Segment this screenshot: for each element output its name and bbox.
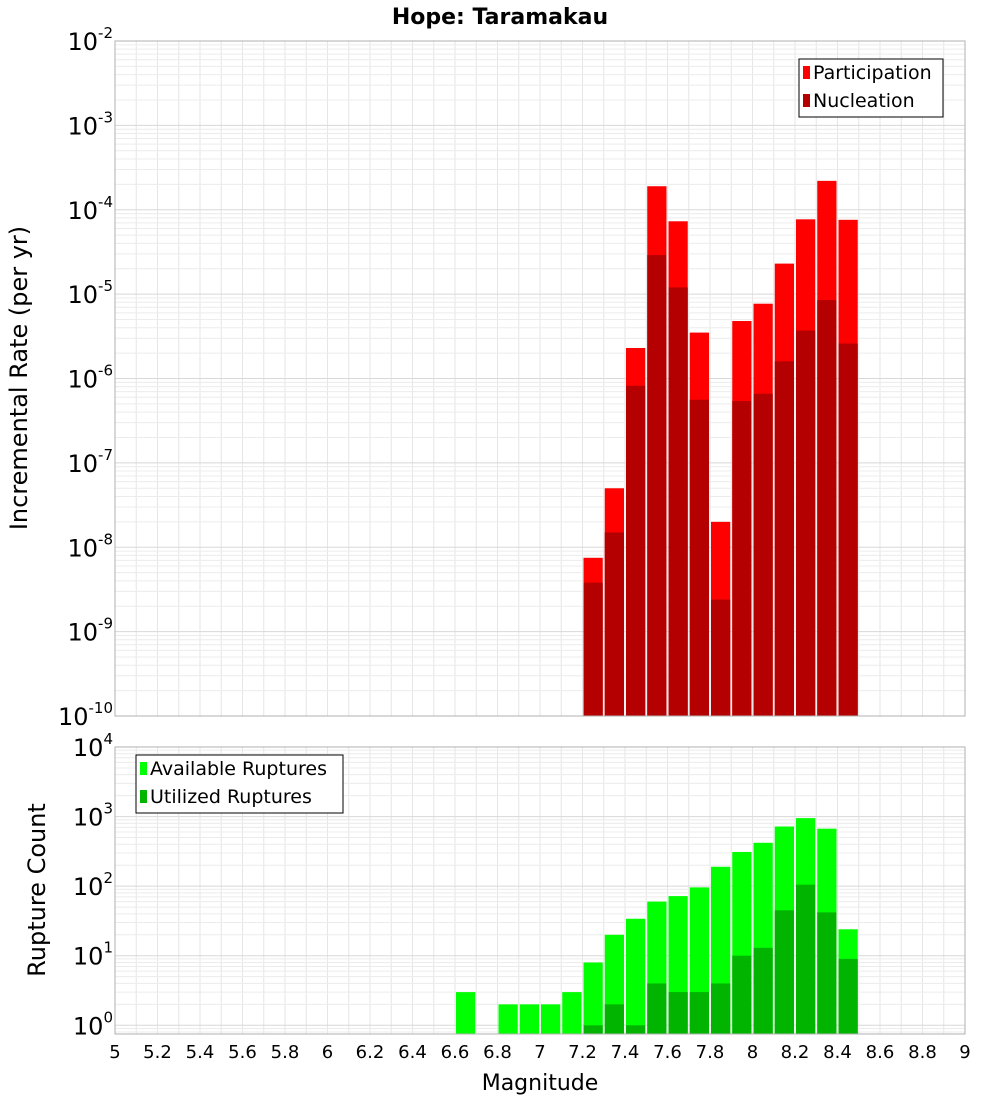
nucleation-bar xyxy=(668,287,688,716)
nucleation-bar xyxy=(583,582,603,716)
legend-label-participation: Participation xyxy=(813,62,932,84)
legend-swatch-participation xyxy=(803,66,810,79)
y-tick-label: 103 xyxy=(73,800,113,832)
nucleation-bar xyxy=(817,300,837,716)
y-tick-label: 10-5 xyxy=(67,277,113,309)
chart-title: Hope: Taramakau xyxy=(392,5,608,30)
y-tick-label: 10-4 xyxy=(67,193,113,225)
legend-box xyxy=(135,754,344,814)
legend-box xyxy=(798,58,944,118)
y-tick-label: 104 xyxy=(73,730,113,762)
x-axis-label: Magnitude xyxy=(482,1071,599,1096)
utilized-bar xyxy=(774,910,794,1034)
utilized-bar xyxy=(647,983,667,1034)
y-tick-label: 10-8 xyxy=(67,530,113,562)
utilized-bar xyxy=(753,947,773,1034)
available-bar xyxy=(519,1004,539,1034)
x-tick-label: 5.6 xyxy=(228,1042,257,1063)
x-tick-label: 5.2 xyxy=(143,1042,172,1063)
x-tick-label: 7.2 xyxy=(568,1042,597,1063)
y-tick-label: 10-6 xyxy=(67,362,113,394)
nucleation-bar xyxy=(732,401,752,716)
nucleation-bar xyxy=(689,399,709,716)
x-tick-label: 6.6 xyxy=(441,1042,470,1063)
x-tick-label: 6.8 xyxy=(483,1042,512,1063)
utilized-bar xyxy=(626,1025,646,1034)
plot-frame xyxy=(114,746,966,1035)
x-tick-label: 7.6 xyxy=(653,1042,682,1063)
x-tick-label: 6.4 xyxy=(398,1042,427,1063)
available-bar xyxy=(583,962,603,1034)
x-tick-label: 7 xyxy=(534,1042,545,1063)
plot-frame xyxy=(114,40,966,717)
nucleation-bar xyxy=(796,330,816,716)
nucleation-bar xyxy=(711,599,731,716)
x-tick-label: 8.6 xyxy=(866,1042,895,1063)
y-tick-label: 10-9 xyxy=(67,615,113,647)
y-tick-label: 10-3 xyxy=(67,108,113,140)
utilized-bar xyxy=(604,1004,624,1034)
nucleation-bar xyxy=(774,361,794,716)
x-tick-label: 5.4 xyxy=(186,1042,215,1063)
y-tick-label: 10-10 xyxy=(58,699,113,731)
x-tick-label: 8.2 xyxy=(781,1042,810,1063)
nucleation-bar xyxy=(647,255,667,716)
legend-swatch-utilized xyxy=(140,790,147,803)
available-bar xyxy=(456,992,476,1034)
y-tick-label: 102 xyxy=(73,869,113,901)
x-tick-label: 7.4 xyxy=(611,1042,640,1063)
x-tick-label: 8 xyxy=(747,1042,758,1063)
utilized-bar xyxy=(583,1025,603,1034)
legend-label-available: Available Ruptures xyxy=(150,758,327,780)
utilized-bar xyxy=(689,992,709,1034)
legend-swatch-nucleation xyxy=(803,94,810,107)
utilized-bar xyxy=(668,992,688,1034)
utilized-bar xyxy=(796,884,816,1034)
utilized-bar xyxy=(817,912,837,1034)
x-tick-label: 8.4 xyxy=(823,1042,852,1063)
y-tick-label: 101 xyxy=(73,939,113,971)
x-tick-label: 6.2 xyxy=(356,1042,385,1063)
x-tick-label: 6 xyxy=(322,1042,333,1063)
x-tick-label: 5.8 xyxy=(271,1042,300,1063)
available-bar xyxy=(626,918,646,1034)
available-bar xyxy=(541,1004,561,1034)
available-bar xyxy=(562,992,582,1034)
utilized-bar xyxy=(838,958,858,1034)
y-tick-label: 10-7 xyxy=(67,446,113,478)
available-bar xyxy=(498,1004,518,1034)
x-tick-label: 9 xyxy=(959,1042,970,1063)
legend-label-utilized: Utilized Ruptures xyxy=(150,786,312,808)
x-tick-label: 8.8 xyxy=(908,1042,937,1063)
nucleation-bar xyxy=(604,532,624,716)
y-tick-label: 10-2 xyxy=(67,24,113,56)
utilized-bar xyxy=(711,983,731,1034)
y-axis-label-rate: Incremental Rate (per yr) xyxy=(5,226,33,530)
nucleation-bar xyxy=(838,343,858,716)
legend-label-nucleation: Nucleation xyxy=(813,90,915,112)
nucleation-bar xyxy=(753,393,773,716)
y-axis-label-count: Rupture Count xyxy=(23,803,51,977)
x-tick-label: 5 xyxy=(109,1042,120,1063)
nucleation-bar xyxy=(626,385,646,716)
y-tick-label: 100 xyxy=(73,1008,113,1040)
legend-swatch-available xyxy=(140,762,147,775)
utilized-bar xyxy=(732,955,752,1034)
x-tick-label: 7.8 xyxy=(696,1042,725,1063)
